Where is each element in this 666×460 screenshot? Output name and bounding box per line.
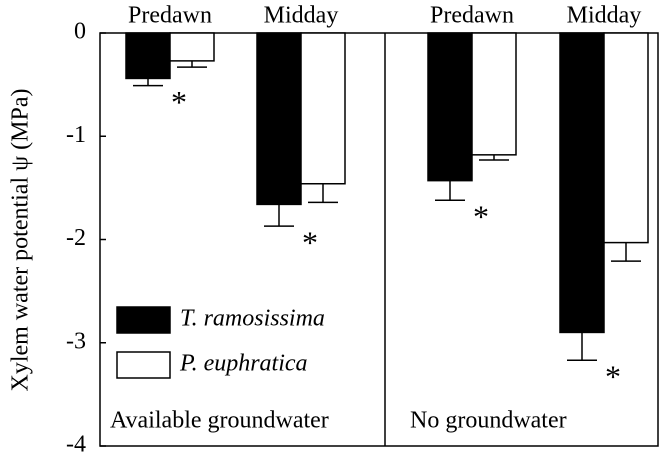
x-category-label: Predawn [128, 3, 212, 29]
y-tick-label: -2 [66, 225, 86, 251]
legend-label: T. ramosissima [180, 306, 325, 332]
bar [471, 32, 517, 156]
bar [169, 32, 215, 62]
bar [559, 32, 605, 334]
annotation: * [171, 84, 187, 120]
legend-swatch [116, 306, 171, 334]
y-tick-label: 0 [74, 19, 86, 45]
y-tick-label: -3 [66, 328, 86, 354]
bar [603, 32, 649, 244]
bar [125, 32, 171, 80]
bar [300, 32, 346, 185]
y-axis-label: Xylem water potential ψ (MPa) [8, 89, 34, 392]
legend-label: P. euphratica [179, 351, 308, 377]
bar [427, 32, 473, 182]
y-tick-label: -1 [66, 122, 86, 148]
annotation: * [302, 224, 318, 260]
y-tick-label: -4 [66, 432, 86, 458]
panel-label: Available groundwater [110, 408, 329, 434]
annotation: * [605, 359, 621, 395]
x-category-label: Midday [567, 3, 642, 29]
bar [256, 32, 302, 206]
panel-label: No groundwater [410, 408, 567, 434]
annotation: * [473, 199, 489, 235]
legend-swatch [116, 351, 171, 379]
x-category-label: Predawn [430, 3, 514, 29]
x-category-label: Midday [264, 3, 339, 29]
